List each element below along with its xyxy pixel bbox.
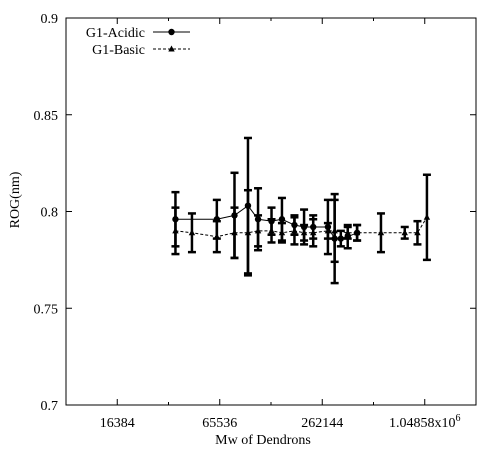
data-point xyxy=(344,229,351,236)
data-point xyxy=(188,229,196,236)
data-point xyxy=(324,227,332,234)
legend-marker-g1-basic xyxy=(168,45,175,52)
x-axis-label: Mw of Dendrons xyxy=(215,433,311,448)
y-tick-label: 0.85 xyxy=(34,109,59,124)
data-point xyxy=(213,233,221,240)
x-tick-label-superscript: 6 xyxy=(456,413,461,424)
x-tick-label: 16384 xyxy=(100,416,135,431)
legend-label-g1-basic: G1-Basic xyxy=(92,43,145,58)
x-tick-label: 262144 xyxy=(301,416,343,431)
legend-label-g1-acidic: G1-Acidic xyxy=(86,26,145,41)
data-point xyxy=(337,235,345,242)
data-point xyxy=(172,227,179,234)
data-point xyxy=(353,229,361,236)
data-point xyxy=(291,227,298,234)
data-point xyxy=(401,229,408,236)
data-point xyxy=(244,229,252,236)
data-point xyxy=(254,227,262,234)
x-tick-label: 65536 xyxy=(202,416,237,431)
data-point xyxy=(310,229,317,236)
series-g1-basic xyxy=(171,173,431,277)
legend-marker-g1-acidic xyxy=(168,28,175,36)
data-point xyxy=(414,229,421,236)
y-axis-label: ROG(nm) xyxy=(8,171,23,228)
data-point xyxy=(278,229,286,236)
series-layer xyxy=(171,136,431,285)
data-point xyxy=(423,213,431,220)
data-point xyxy=(377,229,385,236)
legend: G1-Acidic G1-Basic xyxy=(86,26,190,58)
y-tick-label: 0.9 xyxy=(41,12,59,27)
data-point xyxy=(278,216,286,223)
data-point xyxy=(331,227,338,234)
data-point xyxy=(300,229,308,236)
x-tick-label: 1.04858x106 xyxy=(389,413,461,431)
data-point xyxy=(231,229,238,236)
y-tick-label: 0.7 xyxy=(41,399,59,414)
data-point xyxy=(268,227,275,234)
y-tick-label: 0.8 xyxy=(41,206,59,221)
y-tick-label: 0.75 xyxy=(34,302,59,317)
axis-ticks: 0.7 0.75 0.8 0.85 0.9 16384 65536 262144 1.04858… xyxy=(34,12,477,431)
